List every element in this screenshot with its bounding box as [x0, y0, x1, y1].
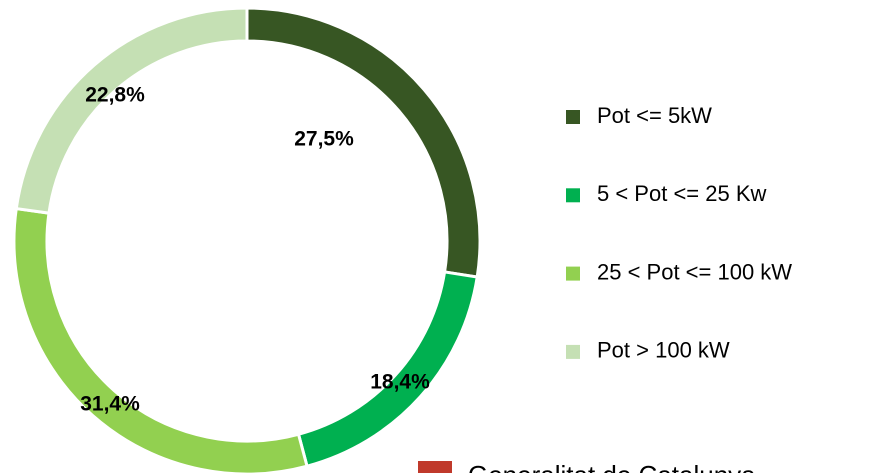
donut-segment — [296, 270, 479, 468]
legend-label: 25 < Pot <= 100 kW — [597, 259, 792, 284]
legend-label: Pot > 100 kW — [597, 338, 730, 363]
donut-segment — [245, 6, 482, 279]
data-label: 18,4% — [370, 371, 430, 394]
legend-label: 5 < Pot <= 25 Kw — [597, 181, 767, 206]
legend-label: Pot <= 5kW — [597, 103, 712, 128]
data-label: 27,5% — [294, 128, 354, 151]
data-label: 31,4% — [80, 393, 140, 416]
donut-segment — [12, 206, 309, 473]
data-label: 22,8% — [85, 84, 145, 107]
logo-icon — [418, 461, 452, 473]
logo — [418, 461, 452, 473]
legend-swatch — [566, 344, 580, 359]
legend-swatch — [566, 188, 580, 203]
source-text: Generalitat de Catalunya — [468, 460, 756, 473]
legend-swatch — [566, 110, 580, 124]
legend-swatch — [566, 266, 580, 281]
donut-segment — [14, 6, 249, 215]
